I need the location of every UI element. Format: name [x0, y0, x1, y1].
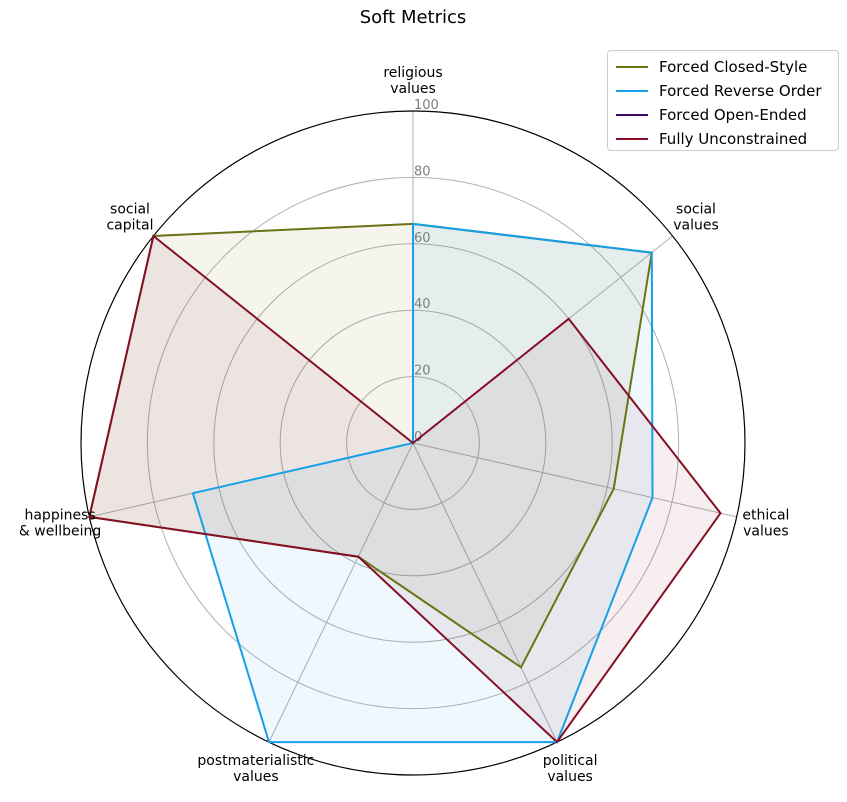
legend-item-open-ended: Forced Open-Ended	[616, 103, 838, 127]
axis-label: happiness & wellbeing	[19, 508, 101, 540]
axis-label: political values	[543, 753, 598, 785]
radial-tick-label: 100	[414, 98, 439, 113]
legend-item-unconstrained: Fully Unconstrained	[616, 127, 838, 151]
legend-swatch	[616, 138, 648, 140]
legend-label: Forced Reverse Order	[659, 82, 822, 100]
legend-item-closed-style: Forced Closed-Style	[616, 55, 838, 79]
radial-tick-label: 0	[414, 430, 422, 445]
radial-tick-label: 20	[414, 364, 431, 379]
legend-label: Fully Unconstrained	[659, 130, 808, 148]
axis-label: religious values	[383, 65, 442, 97]
radial-tick-label: 60	[414, 231, 431, 246]
chart-title: Soft Metrics	[360, 7, 467, 28]
legend-swatch	[616, 90, 648, 92]
series-line	[191, 222, 654, 744]
grid-spoke	[412, 442, 737, 518]
radial-tick-label: 40	[414, 297, 431, 312]
legend-swatch	[616, 114, 648, 116]
legend-item-reverse-order: Forced Reverse Order	[616, 79, 838, 103]
axis-label: social capital	[106, 201, 153, 233]
radial-tick-label: 80	[414, 164, 431, 179]
legend: Forced Closed-Style Forced Reverse Order…	[607, 50, 839, 151]
axis-label: ethical values	[742, 508, 789, 540]
axis-label: social values	[673, 201, 719, 233]
series-fill	[192, 223, 653, 743]
axis-labels: religious values social values ethical values…	[19, 65, 789, 785]
series-fill	[89, 223, 652, 668]
outer-frame	[80, 110, 746, 776]
series-fills	[89, 223, 721, 743]
legend-swatch	[616, 66, 648, 68]
legend-label: Forced Closed-Style	[659, 58, 808, 76]
axis-label: postmaterialistic values	[197, 753, 314, 785]
grid-spoke	[268, 442, 414, 743]
grid-spoke	[412, 442, 558, 743]
legend-label: Forced Open-Ended	[659, 106, 807, 124]
series-lines	[88, 222, 722, 744]
series-line	[88, 234, 722, 744]
series-fill	[89, 236, 721, 743]
